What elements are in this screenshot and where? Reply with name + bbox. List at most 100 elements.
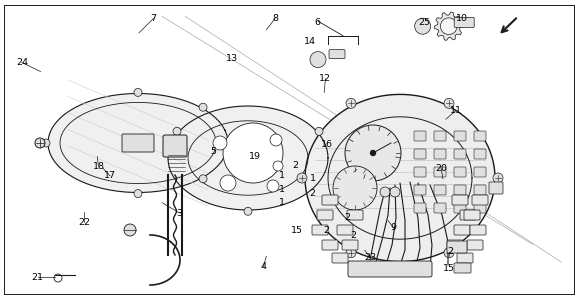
Circle shape	[346, 98, 356, 108]
Circle shape	[297, 173, 307, 183]
Text: 15: 15	[443, 264, 455, 273]
FancyBboxPatch shape	[454, 203, 466, 213]
Text: 2: 2	[448, 247, 453, 256]
Circle shape	[493, 173, 503, 183]
FancyBboxPatch shape	[347, 210, 363, 220]
Text: 25: 25	[418, 18, 430, 27]
Text: 10: 10	[456, 14, 468, 23]
FancyBboxPatch shape	[163, 135, 187, 157]
FancyBboxPatch shape	[460, 210, 476, 220]
Circle shape	[273, 161, 283, 171]
FancyBboxPatch shape	[322, 240, 338, 250]
Text: 12: 12	[320, 74, 331, 83]
Text: 3: 3	[177, 209, 182, 218]
Text: 1: 1	[279, 171, 285, 180]
Circle shape	[42, 139, 50, 147]
FancyBboxPatch shape	[332, 253, 348, 263]
FancyBboxPatch shape	[454, 149, 466, 159]
FancyBboxPatch shape	[454, 17, 474, 27]
Text: 14: 14	[304, 37, 316, 46]
FancyBboxPatch shape	[434, 131, 446, 141]
Text: 17: 17	[104, 171, 116, 180]
FancyBboxPatch shape	[122, 134, 154, 152]
FancyBboxPatch shape	[474, 131, 486, 141]
FancyBboxPatch shape	[317, 210, 333, 220]
Circle shape	[346, 248, 356, 258]
Polygon shape	[434, 12, 463, 40]
FancyBboxPatch shape	[434, 203, 446, 213]
FancyBboxPatch shape	[474, 185, 486, 195]
Circle shape	[223, 123, 283, 183]
Text: 6: 6	[314, 18, 320, 27]
Circle shape	[199, 103, 207, 111]
FancyBboxPatch shape	[474, 203, 486, 213]
FancyBboxPatch shape	[414, 149, 426, 159]
Text: 18: 18	[93, 162, 104, 171]
Text: 1: 1	[279, 185, 285, 194]
Circle shape	[124, 224, 136, 236]
FancyBboxPatch shape	[454, 225, 470, 235]
Circle shape	[267, 180, 279, 192]
Circle shape	[333, 166, 377, 210]
Circle shape	[213, 136, 227, 150]
Circle shape	[134, 89, 142, 96]
Circle shape	[345, 125, 401, 181]
Text: 15: 15	[291, 226, 302, 235]
Text: 2: 2	[292, 161, 298, 170]
FancyBboxPatch shape	[414, 185, 426, 195]
FancyBboxPatch shape	[474, 167, 486, 177]
FancyBboxPatch shape	[434, 185, 446, 195]
Circle shape	[134, 190, 142, 198]
Polygon shape	[168, 106, 328, 210]
Polygon shape	[48, 94, 228, 193]
FancyBboxPatch shape	[472, 195, 488, 205]
FancyBboxPatch shape	[342, 240, 358, 250]
Text: 16: 16	[321, 140, 333, 149]
FancyBboxPatch shape	[434, 167, 446, 177]
FancyBboxPatch shape	[474, 149, 486, 159]
Text: 5: 5	[210, 148, 216, 156]
Circle shape	[315, 127, 323, 135]
Text: 1: 1	[310, 174, 316, 183]
Circle shape	[226, 139, 234, 147]
FancyBboxPatch shape	[329, 50, 345, 59]
Circle shape	[173, 127, 181, 135]
Circle shape	[310, 52, 326, 68]
Circle shape	[199, 175, 207, 183]
FancyBboxPatch shape	[454, 263, 471, 273]
Text: 11: 11	[450, 106, 462, 115]
Text: 20: 20	[435, 164, 447, 173]
FancyBboxPatch shape	[470, 225, 486, 235]
Circle shape	[270, 134, 282, 146]
Circle shape	[371, 150, 376, 156]
Circle shape	[35, 138, 45, 148]
Text: 13: 13	[226, 54, 237, 63]
FancyBboxPatch shape	[489, 182, 503, 194]
FancyBboxPatch shape	[467, 240, 483, 250]
FancyBboxPatch shape	[457, 253, 473, 263]
Text: 2: 2	[345, 213, 350, 222]
FancyBboxPatch shape	[414, 203, 426, 213]
FancyBboxPatch shape	[454, 185, 466, 195]
Text: 21: 21	[32, 273, 43, 282]
Text: 19: 19	[249, 152, 261, 161]
Text: 23: 23	[365, 253, 376, 262]
FancyBboxPatch shape	[312, 225, 328, 235]
FancyBboxPatch shape	[454, 167, 466, 177]
Text: PartsRepo.com: PartsRepo.com	[139, 107, 347, 203]
Circle shape	[244, 207, 252, 215]
FancyBboxPatch shape	[348, 261, 432, 277]
Circle shape	[390, 187, 400, 197]
Text: 4: 4	[261, 262, 266, 271]
FancyBboxPatch shape	[447, 241, 467, 253]
Text: 24: 24	[16, 58, 28, 67]
FancyBboxPatch shape	[464, 210, 480, 220]
Text: 2: 2	[350, 231, 356, 240]
Text: 9: 9	[391, 224, 397, 232]
FancyBboxPatch shape	[452, 195, 468, 205]
Circle shape	[220, 175, 236, 191]
Circle shape	[441, 18, 457, 35]
Text: 2: 2	[310, 189, 316, 198]
Circle shape	[380, 187, 390, 197]
Circle shape	[415, 18, 431, 34]
